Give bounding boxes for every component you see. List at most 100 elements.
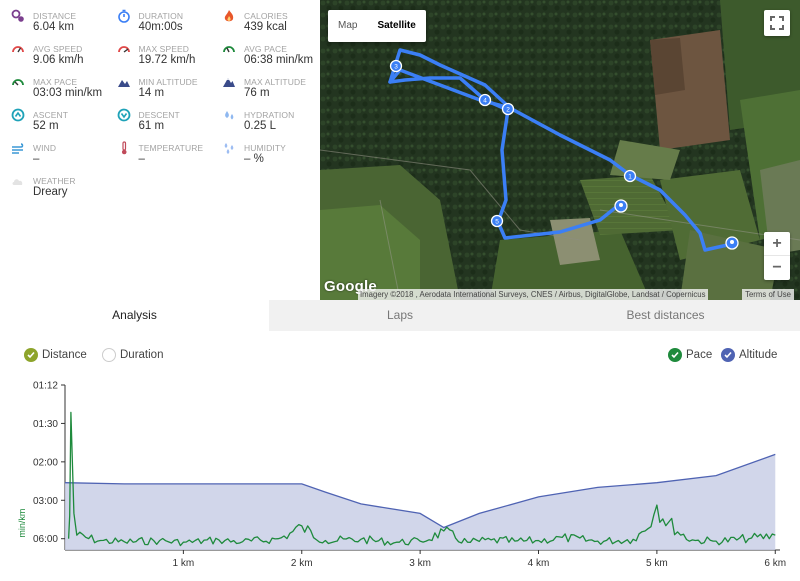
pace-toggle-label: Pace bbox=[686, 349, 713, 361]
x-axis-distance-option[interactable]: Distance bbox=[24, 348, 87, 362]
stat-value: 76 m bbox=[244, 87, 270, 99]
x-tick-label: 5 km bbox=[646, 558, 668, 569]
stat-avg-pace: AVG PACE 06:38 min/km bbox=[211, 33, 316, 66]
descent-icon bbox=[116, 107, 132, 123]
y-tick-label: 02:00 bbox=[33, 457, 58, 468]
zoom-in-button[interactable]: + bbox=[764, 232, 790, 256]
stat-label: MAX SPEED bbox=[138, 44, 189, 54]
stat-wind: WIND – bbox=[0, 132, 105, 165]
stat-max-pace: MAX PACE 03:03 min/km bbox=[0, 66, 105, 99]
stat-label: HUMIDITY bbox=[244, 143, 286, 153]
speedometer-icon bbox=[10, 41, 26, 57]
finish-pin-icon bbox=[725, 236, 739, 250]
stat-label: CALORIES bbox=[244, 11, 288, 21]
stat-descent: DESCENT 61 m bbox=[106, 99, 211, 132]
pace-line bbox=[67, 411, 776, 547]
x-tick-label: 2 km bbox=[291, 558, 313, 569]
stat-calories: CALORIES 439 kcal bbox=[211, 0, 316, 33]
stopwatch-icon bbox=[116, 8, 132, 24]
route-marker-5: 5 bbox=[490, 214, 504, 228]
pace-altitude-chart[interactable]: 01:12 01:30 02:00 03:00 06:00 min/km 1 km 2 km 3… bbox=[0, 380, 800, 581]
route-markers: 1 2 3 4 5 bbox=[389, 59, 739, 250]
svg-text:4: 4 bbox=[483, 98, 487, 105]
stat-label: AVG SPEED bbox=[33, 44, 83, 54]
stat-value: 439 kcal bbox=[244, 21, 287, 33]
series-pace-toggle[interactable]: Pace bbox=[668, 348, 712, 362]
stat-max-altitude: MAX ALTITUDE 76 m bbox=[211, 66, 316, 99]
stat-value: 61 m bbox=[138, 120, 165, 132]
stat-ascent: ASCENT 52 m bbox=[0, 99, 105, 132]
stat-label: MAX ALTITUDE bbox=[244, 77, 306, 87]
zoom-control: + − bbox=[764, 232, 790, 280]
stat-value: 9.06 km/h bbox=[33, 54, 84, 66]
stat-label: AVG PACE bbox=[244, 44, 287, 54]
stat-value: 52 m bbox=[33, 120, 59, 132]
stat-label: WEATHER bbox=[33, 176, 76, 186]
svg-text:3: 3 bbox=[394, 64, 398, 71]
fullscreen-button[interactable] bbox=[764, 10, 790, 36]
mountain-min-icon bbox=[116, 74, 132, 90]
stat-value: 40m:00s bbox=[138, 21, 183, 33]
stats-panel: DISTANCE 6.04 km DURATION 40m:00s CALORIES 43… bbox=[0, 0, 320, 298]
stat-weather: WEATHER Dreary bbox=[0, 165, 105, 198]
y-tick-label: 01:12 bbox=[33, 381, 58, 392]
stat-label: DURATION bbox=[138, 11, 184, 21]
start-pin-icon bbox=[614, 199, 628, 213]
speedometer-max-icon bbox=[116, 41, 132, 57]
stat-humidity: HUMIDITY – % bbox=[211, 132, 316, 165]
stat-min-altitude: MIN ALTITUDE 14 m bbox=[106, 66, 211, 99]
tab-analysis[interactable]: Analysis bbox=[0, 300, 269, 331]
svg-text:1: 1 bbox=[628, 174, 632, 181]
stat-duration: DURATION 40m:00s bbox=[106, 0, 211, 33]
stat-temperature: TEMPERATURE – bbox=[106, 132, 211, 165]
stat-max-speed: MAX SPEED 19.72 km/h bbox=[106, 33, 211, 66]
route-marker-2: 2 bbox=[501, 102, 515, 116]
y-tick-label: 03:00 bbox=[33, 496, 58, 507]
stat-value: 6.04 km bbox=[33, 21, 74, 33]
flame-icon bbox=[221, 8, 237, 24]
stat-value: Dreary bbox=[33, 186, 68, 198]
y-tick-label: 06:00 bbox=[33, 534, 58, 545]
humidity-icon bbox=[221, 140, 237, 156]
stat-distance: DISTANCE 6.04 km bbox=[0, 0, 105, 33]
ascent-icon bbox=[10, 107, 26, 123]
stat-value: 14 m bbox=[138, 87, 165, 99]
stat-hydration: HYDRATION 0.25 L bbox=[211, 99, 316, 132]
altitude-line bbox=[64, 453, 776, 529]
route-marker-4: 4 bbox=[478, 93, 492, 107]
water-drops-icon bbox=[221, 107, 237, 123]
map-attribution: Imagery ©2018 , Aerodata International S… bbox=[358, 289, 708, 300]
cloud-icon bbox=[10, 173, 26, 189]
route-map[interactable]: 1 2 3 4 5 Map Satellite + − Google Image… bbox=[320, 0, 800, 300]
stat-label: MAX PACE bbox=[33, 77, 78, 87]
mountain-max-icon bbox=[221, 74, 237, 90]
checked-icon bbox=[24, 348, 38, 362]
x-tick-label: 6 km bbox=[764, 558, 786, 569]
route-path bbox=[388, 68, 734, 252]
series-altitude-toggle[interactable]: Altitude bbox=[721, 348, 777, 362]
x-axis-duration-option[interactable]: Duration bbox=[102, 348, 163, 362]
stat-avg-speed: AVG SPEED 9.06 km/h bbox=[0, 33, 105, 66]
svg-text:5: 5 bbox=[495, 219, 499, 226]
altitude-area bbox=[65, 454, 776, 550]
map-type-satellite-button[interactable]: Satellite bbox=[377, 20, 416, 31]
map-type-map-button[interactable]: Map bbox=[338, 20, 358, 31]
tab-laps[interactable]: Laps bbox=[269, 300, 531, 331]
x-tick-label: 3 km bbox=[409, 558, 431, 569]
stat-value: 0.25 L bbox=[244, 120, 276, 132]
stat-label: ASCENT bbox=[33, 110, 69, 120]
wind-icon bbox=[10, 140, 26, 156]
analysis-tabs: Analysis Laps Best distances bbox=[0, 300, 800, 331]
distance-pin-icon bbox=[10, 8, 26, 24]
stat-value: – bbox=[33, 153, 40, 165]
route-marker-1: 1 bbox=[623, 169, 637, 183]
fullscreen-icon bbox=[770, 16, 784, 30]
x-tick-label: 1 km bbox=[173, 558, 195, 569]
zoom-out-button[interactable]: − bbox=[772, 259, 782, 276]
tab-best-distances[interactable]: Best distances bbox=[531, 300, 800, 331]
distance-option-label: Distance bbox=[42, 349, 87, 361]
route-marker-3: 3 bbox=[389, 59, 403, 73]
pace-gauge-icon bbox=[221, 41, 237, 57]
satellite-imagery: 1 2 3 4 5 bbox=[320, 0, 800, 300]
terms-of-use-link[interactable]: Terms of Use bbox=[742, 289, 794, 300]
